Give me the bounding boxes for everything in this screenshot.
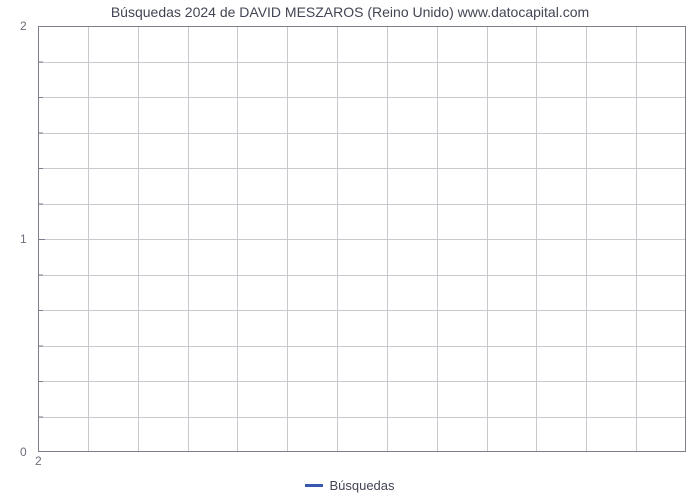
y-axis-tick-label: 0 bbox=[20, 445, 27, 459]
y-axis-tick-label: 2 bbox=[20, 19, 27, 33]
x-axis-tick-label: 2 bbox=[35, 454, 42, 468]
legend-label: Búsquedas bbox=[329, 478, 394, 493]
chart-grid-svg bbox=[38, 26, 686, 452]
chart-legend: Búsquedas bbox=[0, 478, 700, 493]
chart-title: Búsquedas 2024 de DAVID MESZAROS (Reino … bbox=[0, 4, 700, 20]
chart-plot-area bbox=[38, 26, 686, 452]
legend-swatch bbox=[305, 484, 323, 487]
y-axis-tick-label: 1 bbox=[20, 232, 27, 246]
